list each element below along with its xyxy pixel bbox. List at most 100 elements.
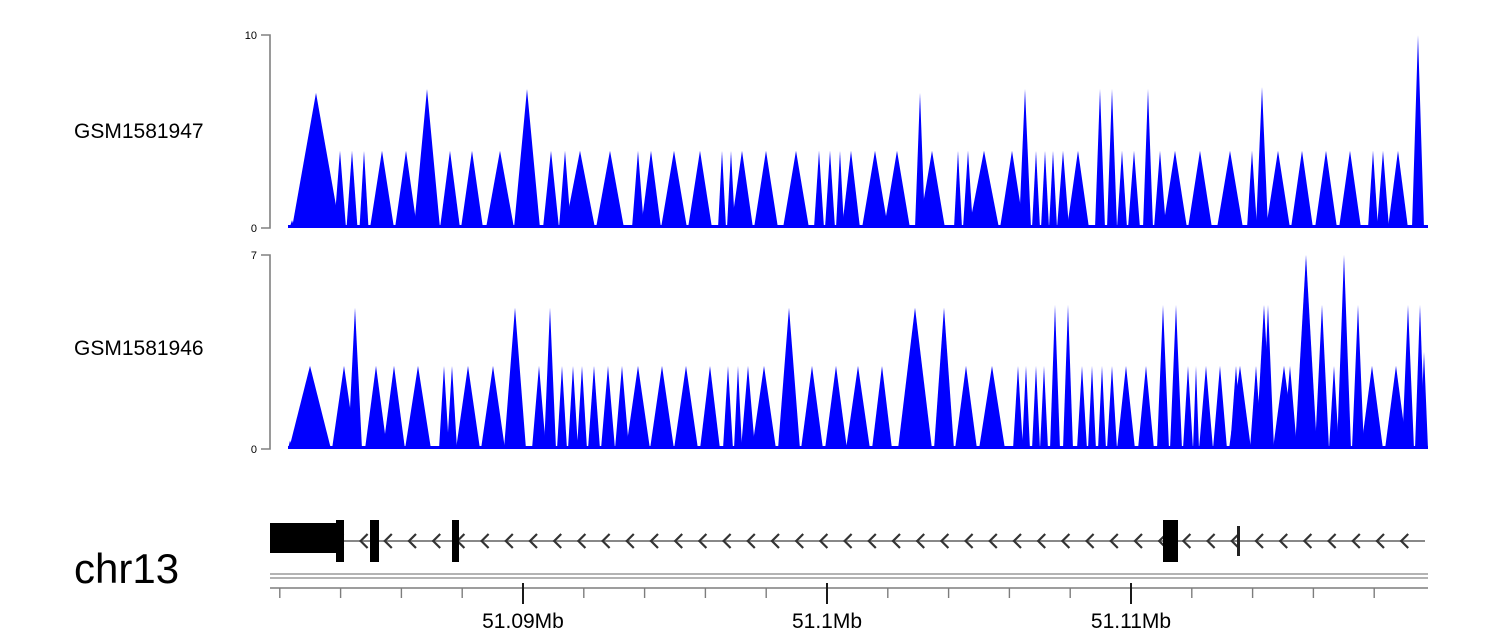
coverage-peak [365, 365, 387, 449]
coverage-peak [1402, 304, 1414, 449]
y-axis-gsm1581946: 70 [251, 250, 271, 456]
strand-arrow-icon [1085, 533, 1095, 549]
coverage-peak [565, 150, 595, 228]
strand-arrow-icon [576, 533, 587, 549]
coverage-peak [395, 150, 417, 228]
coverage-peak [1077, 365, 1087, 449]
coverage-peak [359, 150, 369, 228]
coverage-peak [334, 150, 346, 228]
x-axis-tick-label: 51.1Mb [792, 610, 862, 633]
strand-arrow-icon [528, 533, 538, 549]
coverage-peak [1193, 365, 1199, 449]
coverage-peak [801, 365, 823, 449]
coverage-peak [1117, 150, 1127, 228]
coverage-peak [825, 150, 835, 228]
strand-arrow-icon [915, 533, 925, 549]
coverage-peak [1040, 365, 1048, 449]
coverage-peak [825, 365, 847, 449]
strand-arrow-icon [770, 533, 780, 549]
coverage-peak [688, 150, 712, 228]
strand-arrow-icon [1399, 533, 1409, 549]
strand-arrow-icon [552, 533, 562, 549]
coverage-peak [615, 365, 629, 449]
y-axis-gsm1581947: 10 0 [245, 30, 271, 235]
coverage-peak [1050, 304, 1060, 449]
coverage-peak [842, 150, 860, 228]
coverage-peak [1385, 365, 1407, 449]
coverage-peak [872, 365, 892, 449]
coverage-peak [898, 307, 932, 449]
gene-model-track [270, 520, 1425, 562]
strand-arrow-icon [1036, 533, 1046, 549]
track-label-gsm1581946: GSM1581946 [74, 337, 204, 360]
coverage-peak [1013, 365, 1023, 449]
strand-arrow-icon [601, 533, 611, 549]
gene-exon [452, 520, 459, 562]
coverage-peak [1107, 365, 1117, 449]
coverage-peak [1163, 150, 1187, 228]
coverage-peak [1143, 89, 1153, 228]
coverage-peak [1128, 150, 1140, 228]
coverage-peak [1213, 365, 1227, 449]
coverage-peak [783, 150, 809, 228]
coverage-peak [559, 150, 571, 228]
coverage-peak [1266, 150, 1290, 228]
strand-arrow-icon [649, 533, 659, 549]
strand-arrow-icon [818, 533, 829, 549]
coverage-peak [1412, 35, 1424, 228]
coverage-peak [969, 150, 999, 228]
coverage-peak [919, 150, 945, 228]
coverage-peak [915, 92, 925, 229]
strand-arrow-icon [359, 533, 369, 549]
coverage-peak [1183, 365, 1193, 449]
coverage-peak [1154, 150, 1166, 228]
coverage-peak [1022, 365, 1030, 449]
strand-arrow-icon [1012, 533, 1022, 549]
strand-arrow-icon [697, 533, 708, 549]
coverage-peak [292, 92, 340, 229]
coverage-peak [1283, 365, 1297, 449]
coverage-peak [1057, 150, 1069, 228]
coverage-peak [532, 365, 546, 449]
coverage-peak [674, 365, 698, 449]
coverage-peak [1188, 150, 1212, 228]
y-axis-max-label: 10 [245, 30, 257, 42]
y-axis-min-label: 0 [251, 444, 257, 456]
coverage-peak [1157, 304, 1169, 449]
coverage-peak [862, 150, 888, 228]
coverage-peak [1352, 304, 1364, 449]
strand-arrow-icon [1181, 533, 1192, 549]
coverage-peak [1315, 150, 1337, 228]
coverage-peak [346, 150, 358, 228]
strand-arrow-icon [843, 533, 853, 549]
coverage-peak [814, 150, 824, 228]
strand-arrow-icon [1375, 533, 1385, 549]
coverage-peak [1377, 150, 1389, 228]
coverage-peak [741, 365, 755, 449]
x-axis-tick-label: 51.09Mb [482, 610, 564, 633]
coverage-peak [289, 365, 331, 449]
coverage-peak [1339, 150, 1361, 228]
coverage-peak [954, 150, 962, 228]
coverage-peak [1291, 150, 1313, 228]
coverage-peak [543, 150, 559, 228]
coverage-peak [504, 307, 526, 449]
strand-arrow-icon [891, 533, 901, 549]
coverage-peak [1420, 352, 1428, 449]
coverage-peak [641, 150, 661, 228]
gene-exon [336, 520, 344, 562]
coverage-peak [955, 365, 977, 449]
coverage-peak [1032, 365, 1040, 449]
strand-arrow-icon [1133, 533, 1143, 549]
coverage-peak [514, 89, 540, 228]
coverage-peak [1049, 150, 1057, 228]
chromosome-label: chr13 [74, 545, 180, 592]
coverage-peak [596, 150, 624, 228]
coverage-peak [544, 307, 556, 449]
coverage-peak [700, 365, 720, 449]
coverage-peak [447, 365, 457, 449]
strand-arrow-icon [1060, 533, 1071, 549]
coverage-peak [1361, 365, 1383, 449]
strand-arrow-icon [1254, 533, 1264, 549]
strand-arrow-icon [1206, 533, 1216, 549]
